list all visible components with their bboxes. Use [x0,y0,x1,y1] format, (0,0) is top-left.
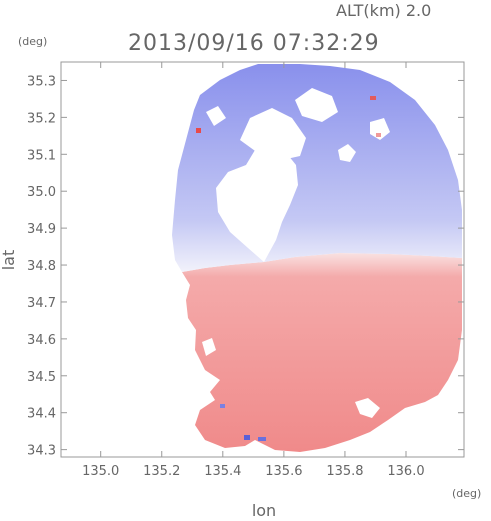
south-gap [202,338,216,356]
plot-frame [60,61,465,458]
y-tick-label: 35.2 [27,111,56,126]
chart-title: 2013/09/16 07:32:29 [128,31,380,56]
red-speckle [370,96,376,100]
y-axis-label: lat [0,250,18,271]
x-tick-label: 135.6 [265,464,302,479]
y-tick-label: 34.6 [27,333,56,348]
y-unit-label: (deg) [18,35,47,48]
x-tick-label: 135.0 [82,464,119,479]
blue-speckle [220,404,225,408]
x-ticks: 135.0 135.2 135.4 135.6 135.8 136.0 [82,62,425,479]
x-tick-label: 135.8 [326,464,363,479]
y-tick-label: 34.9 [27,222,56,237]
y-tick-label: 34.3 [27,444,56,459]
y-tick-label: 34.8 [27,259,56,274]
north-gap [206,106,226,126]
y-tick-label: 34.5 [27,370,56,385]
y-tick-label: 34.7 [27,296,56,311]
north-gap [338,144,356,162]
x-unit-label: (deg) [452,487,481,500]
x-tick-label: 136.0 [387,464,424,479]
x-tick-label: 135.4 [204,464,241,479]
y-tick-label: 35.0 [27,185,56,200]
red-speckle [376,133,381,137]
north-gap [370,118,390,140]
y-tick-label: 34.4 [27,407,56,422]
blue-speckle [258,437,266,441]
y-tick-label: 35.1 [27,148,56,163]
x-tick-label: 135.2 [143,464,180,479]
altitude-label: ALT(km) 2.0 [336,1,431,20]
x-axis-label: lon [252,501,276,520]
south-gap [355,398,380,418]
radar-field [172,64,462,452]
south-sector [182,253,462,452]
red-speckle [196,128,201,133]
north-gap [240,108,306,160]
blue-speckle [244,435,250,440]
y-ticks: 34.3 34.4 34.5 34.6 34.7 34.8 34.9 35.0 35.1 35.2… [27,74,464,459]
y-tick-label: 35.3 [27,74,56,89]
north-gap [216,145,298,262]
north-gap [295,88,338,122]
